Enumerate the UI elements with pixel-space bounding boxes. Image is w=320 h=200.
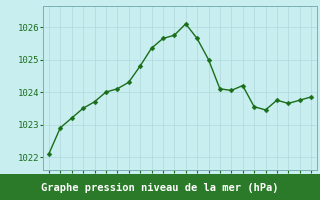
Text: Graphe pression niveau de la mer (hPa): Graphe pression niveau de la mer (hPa) <box>41 183 279 193</box>
FancyBboxPatch shape <box>0 174 320 200</box>
